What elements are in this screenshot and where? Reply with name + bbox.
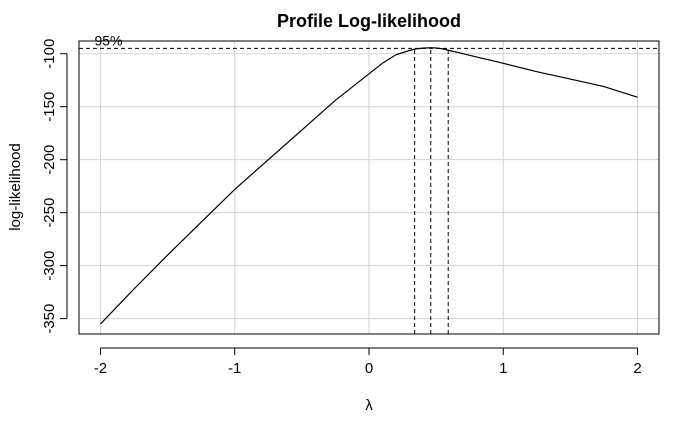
y-tick-label: -100	[41, 39, 58, 69]
x-tick-label: -1	[228, 360, 241, 377]
ci-level-label: 95%	[94, 32, 122, 48]
x-tick-label: -2	[94, 360, 107, 377]
x-tick-label: 1	[499, 360, 507, 377]
y-axis-label: log-likelihood	[7, 143, 24, 231]
x-axis-label: λ	[365, 397, 373, 414]
plot-marks: 95%	[79, 32, 659, 334]
y-tick-label: -200	[41, 145, 58, 175]
x-tick-label: 0	[365, 360, 373, 377]
x-tick-label: 2	[633, 360, 641, 377]
plot-frame	[78, 40, 660, 335]
chart-title: Profile Log-likelihood	[277, 11, 461, 31]
grid	[79, 41, 659, 334]
y-tick-label: -150	[41, 92, 58, 122]
y-tick-label: -350	[41, 304, 58, 334]
axis-ticks: -2 -1 0 1 2 -100 -150 -200 -250 -300 -350	[41, 39, 642, 377]
y-tick-label: -300	[41, 251, 58, 281]
y-tick-label: -250	[41, 198, 58, 228]
likelihood-curve	[100, 47, 638, 325]
